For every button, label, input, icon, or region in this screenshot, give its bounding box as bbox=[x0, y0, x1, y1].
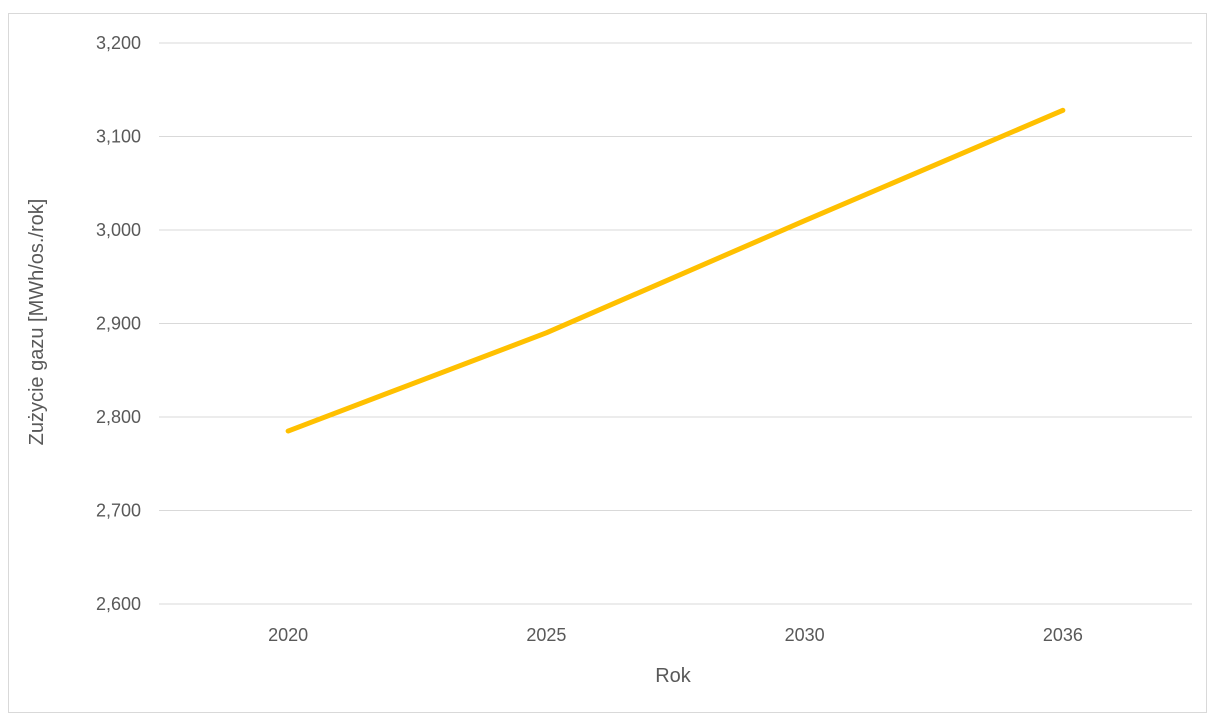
y-axis-title: Zużycie gazu [MWh/os./rok] bbox=[26, 199, 48, 446]
x-tick-label: 2025 bbox=[526, 625, 566, 645]
y-tick-label: 2,700 bbox=[96, 501, 141, 521]
series-line bbox=[285, 107, 1066, 434]
x-axis-ticks: 2020 2025 2030 2036 bbox=[268, 625, 1083, 645]
chart-frame bbox=[8, 13, 1207, 713]
y-axis-ticks: 2,600 2,700 2,800 2,900 3,000 3,100 3,200 bbox=[96, 33, 141, 614]
y-tick-label: 3,000 bbox=[96, 220, 141, 240]
y-tick-label: 3,200 bbox=[96, 33, 141, 53]
y-tick-label: 2,800 bbox=[96, 407, 141, 427]
series-layer bbox=[285, 107, 1066, 434]
y-tick-label: 2,600 bbox=[96, 594, 141, 614]
y-tick-label: 2,900 bbox=[96, 314, 141, 334]
x-tick-label: 2030 bbox=[785, 625, 825, 645]
x-axis-title: Rok bbox=[655, 665, 692, 687]
y-tick-label: 3,100 bbox=[96, 127, 141, 147]
x-tick-label: 2020 bbox=[268, 625, 308, 645]
x-tick-label: 2036 bbox=[1043, 625, 1083, 645]
gridlines bbox=[159, 42, 1192, 605]
